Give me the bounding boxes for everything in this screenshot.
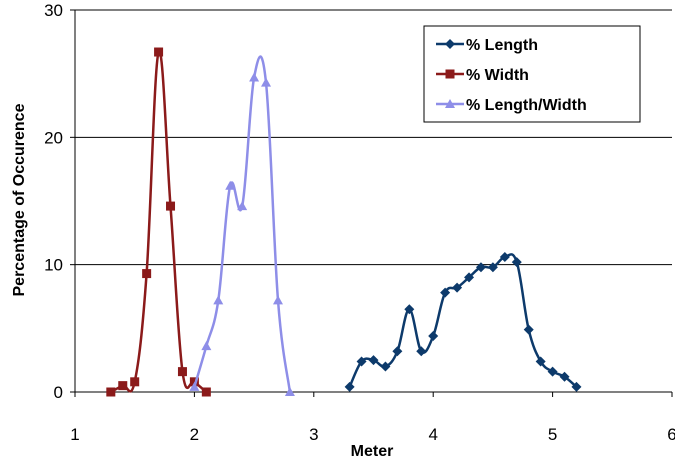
y-axis-title: Percentage of Occurence — [11, 103, 28, 296]
data-point — [249, 72, 260, 82]
data-point — [237, 201, 248, 211]
data-point — [177, 367, 187, 377]
data-point — [428, 330, 439, 341]
legend-item: % Length — [436, 37, 538, 54]
data-point — [356, 356, 367, 367]
data-point — [511, 257, 522, 268]
data-point — [499, 252, 510, 263]
data-point — [261, 77, 272, 87]
legend-marker — [445, 39, 455, 49]
data-point — [475, 262, 486, 273]
data-point — [154, 47, 164, 57]
legend: % Length % Width % Length/Width — [423, 25, 641, 123]
data-point — [547, 366, 558, 377]
legend-marker — [445, 69, 455, 79]
y-tick-labels: 0 10 20 30 — [44, 1, 63, 402]
legend-label: % Width — [466, 67, 529, 84]
series-line — [193, 55, 292, 393]
legend-marker — [445, 99, 455, 108]
data-point — [225, 180, 236, 190]
x-tick-label: 3 — [309, 425, 318, 444]
x-tick-label: 5 — [548, 425, 557, 444]
series-2 — [189, 55, 295, 396]
legend-item: % Width — [436, 67, 529, 84]
data-point — [344, 381, 355, 392]
series-0 — [344, 252, 582, 392]
x-axis-title: Meter — [351, 443, 394, 460]
x-tick-label: 1 — [70, 425, 79, 444]
data-point — [404, 304, 415, 315]
data-point — [559, 371, 570, 382]
data-point — [189, 377, 199, 387]
data-point — [440, 287, 451, 298]
data-point — [201, 387, 211, 397]
y-tick-label: 10 — [44, 256, 63, 275]
data-point — [380, 361, 391, 372]
data-point — [166, 201, 176, 211]
x-tick-label: 6 — [667, 425, 675, 444]
y-tick-label: 30 — [44, 1, 63, 20]
series-group — [106, 47, 582, 397]
x-tick-label: 2 — [190, 425, 199, 444]
data-point — [106, 387, 116, 397]
y-tick-label: 20 — [44, 128, 63, 147]
data-point — [272, 295, 283, 305]
data-point — [189, 381, 200, 391]
series-1 — [106, 47, 211, 397]
data-point — [284, 387, 295, 396]
legend-label: % Length/Width — [466, 97, 587, 114]
data-point — [487, 262, 498, 273]
data-point — [213, 295, 224, 305]
data-point — [142, 269, 152, 279]
series-line — [110, 49, 208, 394]
legend-label: % Length — [466, 37, 538, 54]
data-point — [416, 346, 427, 357]
axes — [70, 9, 673, 397]
data-point — [571, 381, 582, 392]
data-point — [201, 341, 212, 351]
data-point — [523, 324, 534, 335]
x-tick-label: 4 — [428, 425, 437, 444]
data-point — [368, 355, 379, 366]
data-point — [118, 381, 128, 391]
data-point — [464, 272, 475, 283]
data-point — [452, 282, 463, 293]
data-point — [392, 346, 403, 357]
data-point — [535, 356, 546, 367]
y-tick-label: 0 — [54, 383, 63, 402]
x-tick-labels: 1 2 3 4 5 6 — [70, 425, 675, 444]
data-point — [130, 377, 140, 387]
legend-item: % Length/Width — [436, 97, 587, 114]
